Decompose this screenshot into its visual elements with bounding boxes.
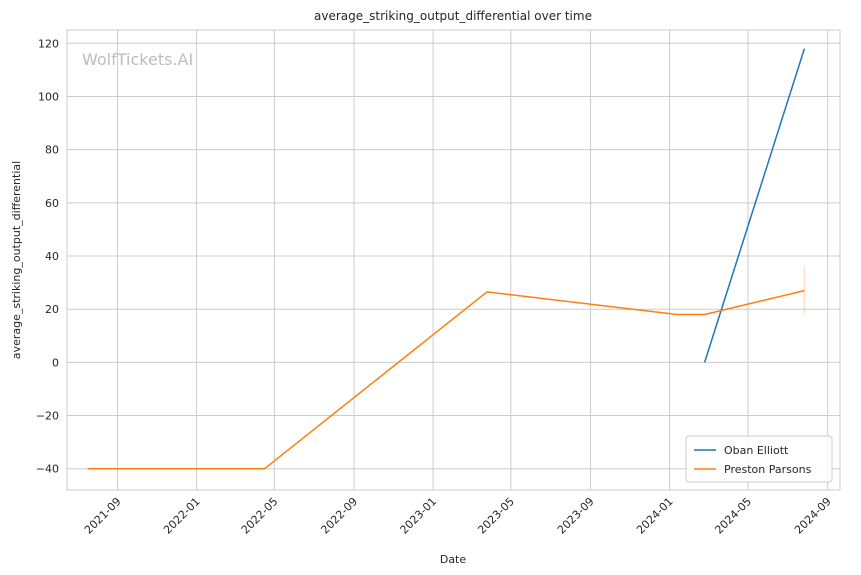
plot-area-frame — [66, 29, 841, 491]
legend: Oban Elliott Preston Parsons — [685, 435, 833, 483]
x-axis-label: Date — [440, 553, 467, 566]
y-tick-label: 80 — [45, 144, 59, 157]
y-tick-label: −20 — [36, 410, 59, 423]
y-tick-label: 20 — [45, 303, 59, 316]
y-tick-label: 0 — [52, 356, 59, 369]
chart-title: average_striking_output_differential ove… — [314, 9, 592, 23]
legend-box — [685, 435, 833, 483]
series-layer — [87, 48, 806, 470]
y-tick-label: 40 — [45, 250, 59, 263]
y-tick-label: 60 — [45, 197, 59, 210]
y-axis-label: average_striking_output_differential — [10, 161, 23, 359]
legend-label: Preston Parsons — [724, 463, 812, 476]
watermark-text: WolfTickets.AI — [82, 50, 193, 69]
series-line-1 — [87, 289, 805, 470]
legend-label: Oban Elliott — [724, 444, 789, 457]
grid-lines — [67, 30, 840, 490]
y-axis-ticks: −40 −20 0 20 40 60 80 100 120 — [36, 37, 59, 475]
y-tick-label: 100 — [38, 90, 59, 103]
y-tick-label: −40 — [36, 463, 59, 476]
y-tick-label: 120 — [38, 37, 59, 50]
